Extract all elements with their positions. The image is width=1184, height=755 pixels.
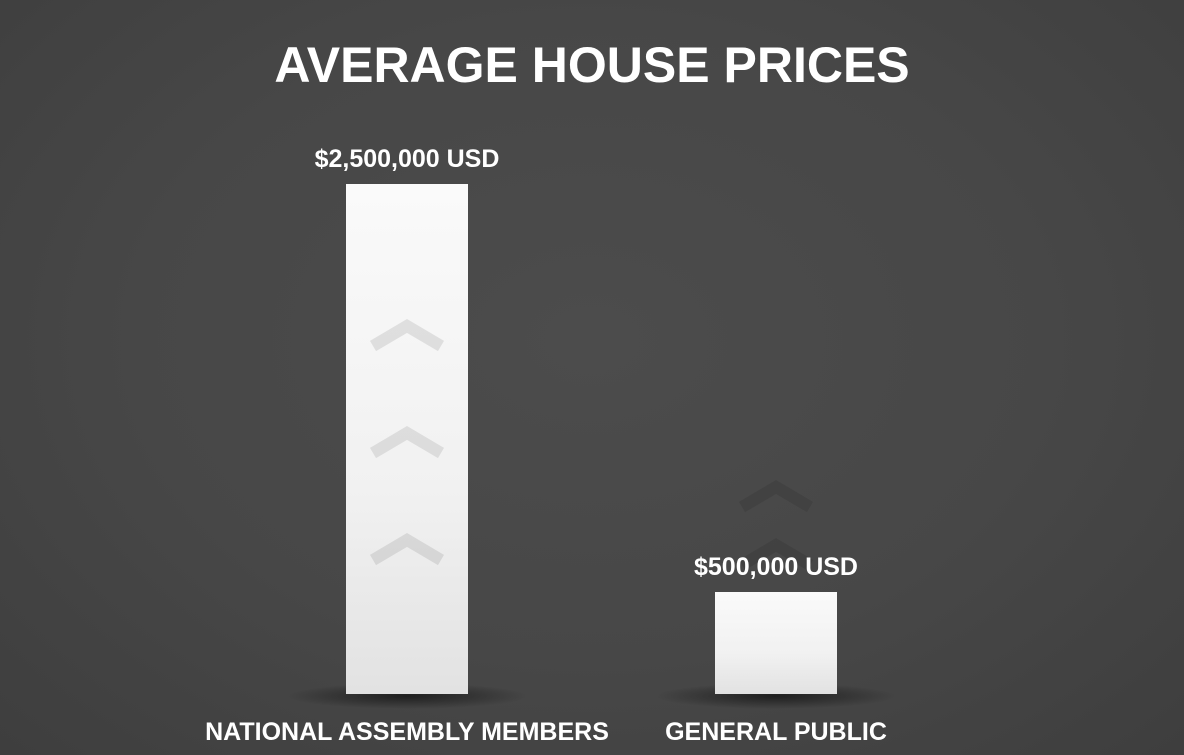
chart-title: AVERAGE HOUSE PRICES	[274, 37, 909, 93]
bar-value-label: $500,000 USD	[694, 553, 858, 581]
category-label: GENERAL PUBLIC	[665, 718, 887, 746]
bars-group: $2,500,000 USD NATIONAL ASSEMBLY MEMBERS $…	[205, 145, 896, 746]
bar-value-label: $2,500,000 USD	[315, 145, 500, 173]
arrow-up-icon	[742, 487, 810, 507]
category-label: NATIONAL ASSEMBLY MEMBERS	[205, 718, 609, 746]
bar	[715, 592, 837, 694]
